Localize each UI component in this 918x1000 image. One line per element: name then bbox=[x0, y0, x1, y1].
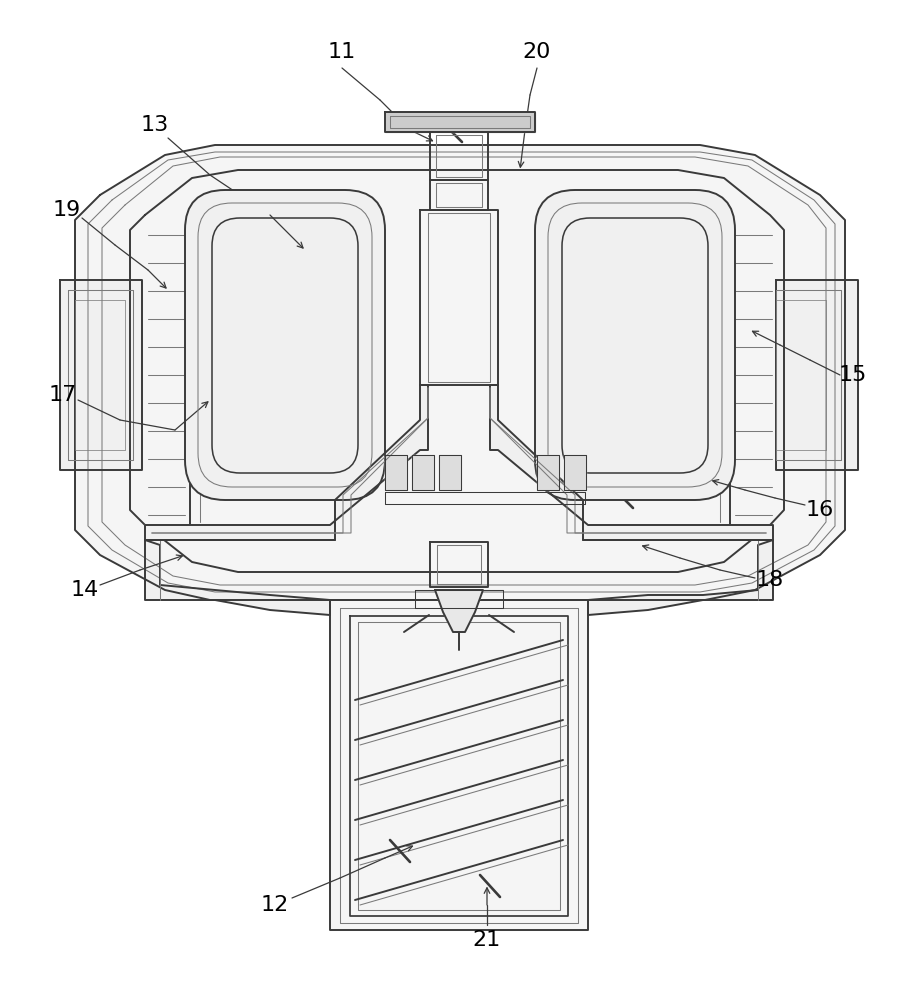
Polygon shape bbox=[439, 455, 461, 490]
Polygon shape bbox=[330, 600, 588, 930]
Text: 13: 13 bbox=[140, 115, 169, 135]
Polygon shape bbox=[385, 455, 407, 490]
Polygon shape bbox=[537, 455, 559, 490]
FancyBboxPatch shape bbox=[535, 190, 735, 500]
Polygon shape bbox=[412, 455, 434, 490]
Polygon shape bbox=[60, 280, 142, 470]
Polygon shape bbox=[435, 590, 483, 632]
Text: 18: 18 bbox=[756, 570, 784, 590]
Polygon shape bbox=[145, 385, 428, 540]
Polygon shape bbox=[564, 455, 586, 490]
Polygon shape bbox=[776, 280, 858, 470]
Text: 19: 19 bbox=[53, 200, 81, 220]
Text: 20: 20 bbox=[523, 42, 551, 62]
Text: 11: 11 bbox=[328, 42, 356, 62]
Text: 15: 15 bbox=[839, 365, 868, 385]
Polygon shape bbox=[385, 112, 535, 132]
Polygon shape bbox=[588, 540, 773, 615]
Text: 17: 17 bbox=[49, 385, 77, 405]
Text: 16: 16 bbox=[806, 500, 834, 520]
Text: 14: 14 bbox=[71, 580, 99, 600]
FancyBboxPatch shape bbox=[185, 190, 385, 500]
Polygon shape bbox=[75, 145, 845, 600]
Polygon shape bbox=[145, 540, 330, 615]
Polygon shape bbox=[490, 385, 773, 540]
Text: 21: 21 bbox=[473, 930, 501, 950]
Text: 12: 12 bbox=[261, 895, 289, 915]
